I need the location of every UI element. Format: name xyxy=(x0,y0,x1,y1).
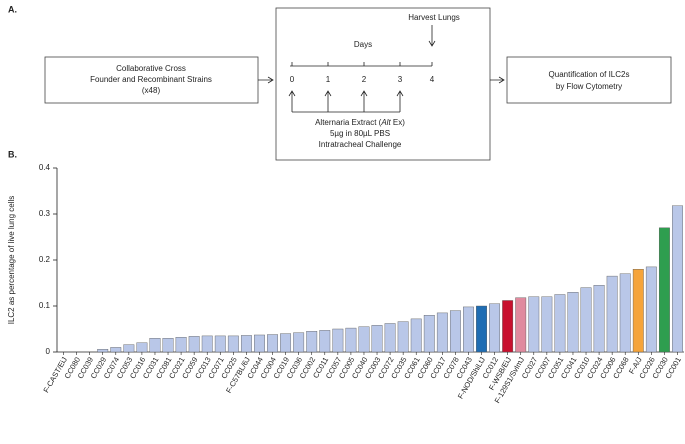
treatment-text: Intratracheal Challenge xyxy=(319,140,402,149)
bar xyxy=(123,344,135,353)
panel-label: B. xyxy=(8,149,17,159)
treatment-part: Ex) xyxy=(391,118,406,127)
bar xyxy=(658,227,670,353)
timeline xyxy=(290,62,433,67)
bar xyxy=(423,315,435,353)
y-tick-label: 0.4 xyxy=(39,163,51,172)
bar xyxy=(580,287,592,353)
bar xyxy=(267,334,278,353)
box-text: Collaborative Cross xyxy=(116,64,186,73)
treatment-part: Alt xyxy=(380,118,391,127)
bar xyxy=(319,330,331,353)
y-tick-label: 0.1 xyxy=(39,301,51,310)
day-label: 1 xyxy=(326,75,331,84)
box-text: by Flow Cytometry xyxy=(556,82,622,91)
y-tick-label: 0.2 xyxy=(39,255,51,264)
bar xyxy=(410,318,422,353)
bar xyxy=(436,312,448,353)
bar xyxy=(632,269,644,353)
y-tick-label: 0.3 xyxy=(39,209,51,218)
treatment-part: Alternaria Extract ( xyxy=(315,118,382,127)
arrow xyxy=(258,76,274,84)
result-box xyxy=(506,56,672,104)
box-text: (x48) xyxy=(142,86,161,95)
harvest-label: Harvest Lungs xyxy=(408,13,460,22)
bar xyxy=(227,335,239,353)
bar xyxy=(476,305,487,353)
bar xyxy=(541,296,553,353)
bar xyxy=(254,334,265,353)
bar xyxy=(201,335,213,353)
box-text: Founder and Recombinant Strains xyxy=(90,75,212,84)
bar xyxy=(293,332,305,353)
bar xyxy=(188,336,200,353)
protocol-box xyxy=(275,7,491,161)
bar xyxy=(384,323,396,353)
bar xyxy=(345,327,357,353)
arrow xyxy=(490,76,505,84)
bar xyxy=(97,349,109,353)
treatment-text: 5µg in 80µL PBS xyxy=(330,129,390,138)
bar xyxy=(175,337,187,353)
bar xyxy=(554,294,566,353)
bar xyxy=(463,306,474,353)
treatment-text: Alternaria Extract (Alt Ex) xyxy=(315,118,405,127)
bar xyxy=(280,333,292,353)
bar xyxy=(606,275,618,353)
day-label: 2 xyxy=(362,75,367,84)
bar xyxy=(136,342,148,353)
bar xyxy=(240,335,252,353)
bar xyxy=(306,331,318,353)
bar xyxy=(619,273,631,353)
days-label: Days xyxy=(354,40,372,49)
bar xyxy=(162,338,174,353)
box-text: Quantification of ILC2s xyxy=(549,70,630,79)
bar xyxy=(672,205,683,353)
bar xyxy=(358,326,370,353)
bar xyxy=(332,328,344,353)
bar xyxy=(489,303,501,353)
bar xyxy=(645,266,657,353)
strain-box xyxy=(44,56,259,104)
bar xyxy=(593,285,605,353)
bar xyxy=(149,338,161,353)
panel-label: A. xyxy=(8,4,17,14)
challenge-arrows xyxy=(288,90,404,113)
bar xyxy=(502,300,514,353)
y-tick-label: 0 xyxy=(46,347,51,356)
day-label: 0 xyxy=(290,75,295,84)
bar xyxy=(110,347,122,353)
bar xyxy=(397,321,409,353)
bar xyxy=(515,297,527,353)
arrow xyxy=(428,25,436,47)
day-label: 4 xyxy=(430,75,435,84)
bar xyxy=(449,310,461,353)
bar xyxy=(567,292,579,353)
y-axis-label: ILC2 as percentage of live lung cells xyxy=(7,196,16,325)
bar xyxy=(528,296,540,353)
bar xyxy=(371,325,383,353)
day-label: 3 xyxy=(398,75,403,84)
bar xyxy=(214,335,226,353)
